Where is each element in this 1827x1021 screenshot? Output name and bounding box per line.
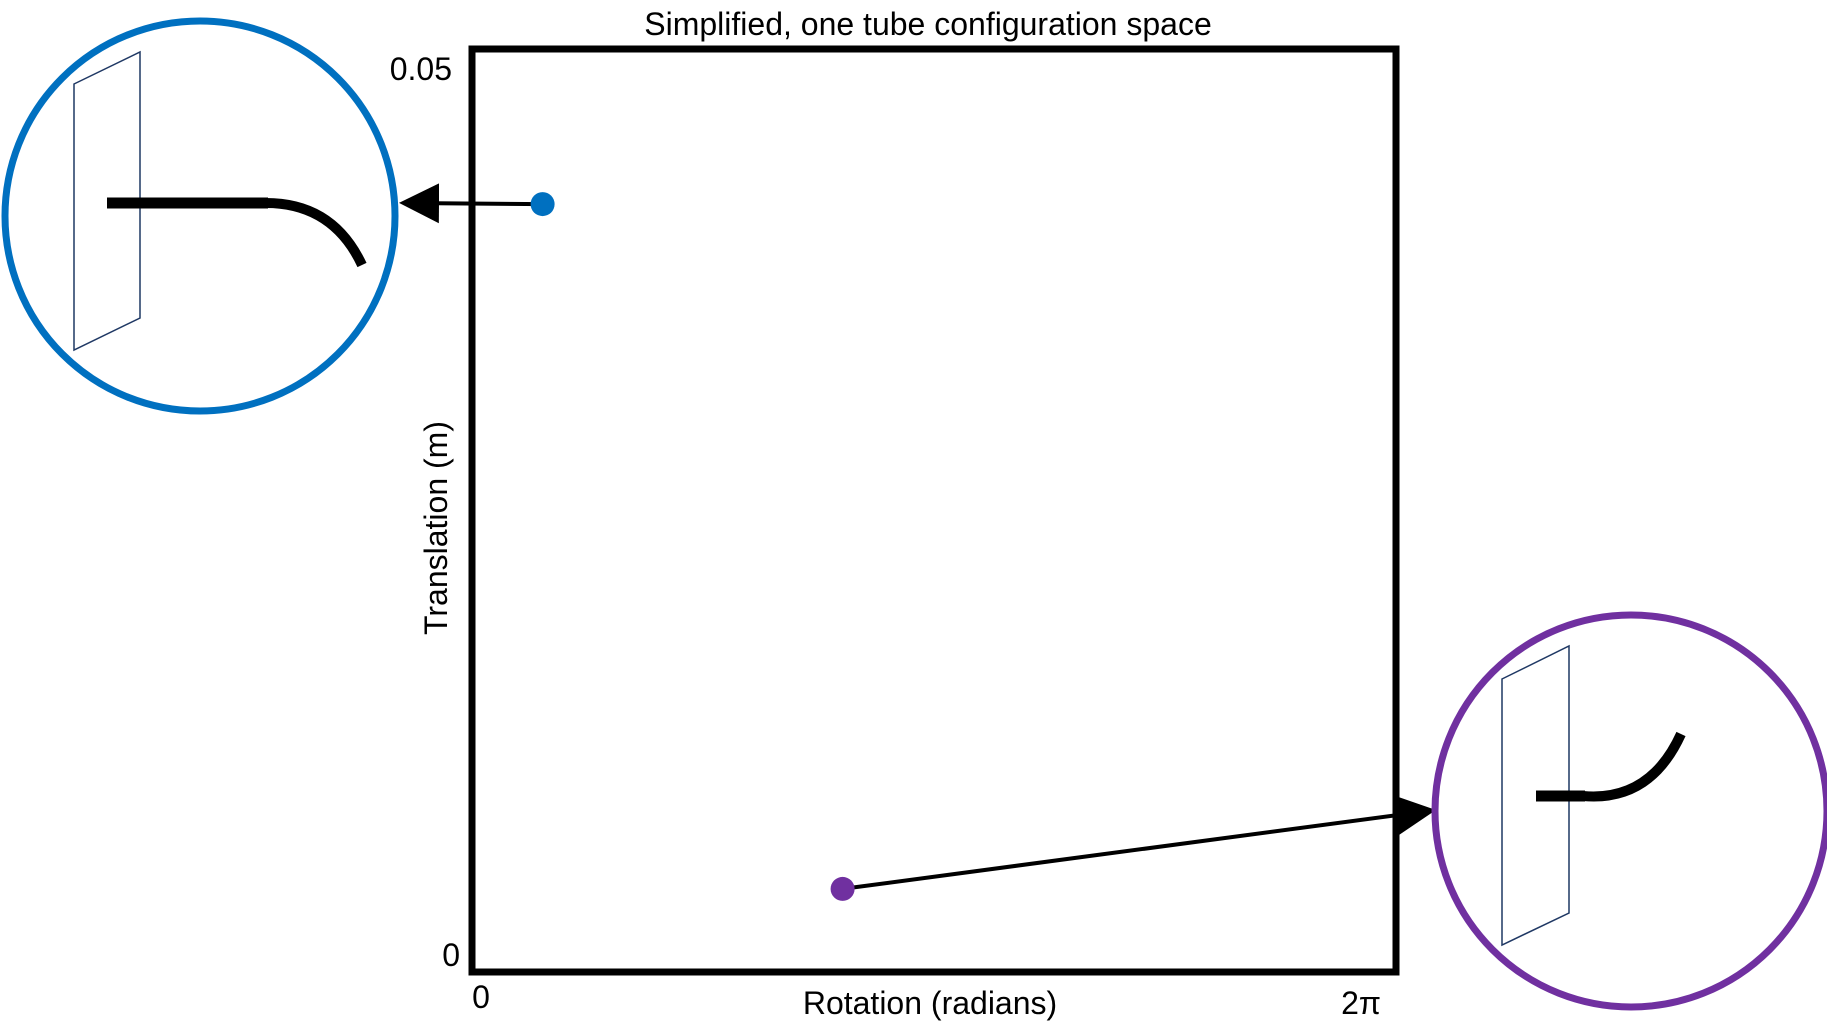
blue-tube-callout [1, 17, 399, 415]
purple-insertion-plane [1501, 644, 1570, 947]
plot-frame [468, 45, 1400, 976]
blue-connector-arrow [399, 183, 543, 224]
blue-insertion-plane [73, 50, 141, 352]
purple-tube-curved-section [1582, 731, 1686, 802]
purple-tube-callout [1431, 611, 1827, 1011]
x-axis-label: Rotation (radians) [803, 985, 1057, 1021]
x-max-tick-label: 2π [1341, 985, 1381, 1021]
x-min-tick-label: 0 [472, 979, 490, 1015]
purple-callout-circle [1431, 611, 1827, 1011]
blue-configuration-point [530, 192, 555, 217]
diagram-title: Simplified, one tube configuration space [644, 6, 1211, 42]
y-axis-label: Translation (m) [418, 421, 454, 635]
blue-callout-circle [1, 17, 399, 415]
y-max-tick-label: 0.05 [390, 51, 452, 87]
y-min-tick-label: 0 [442, 937, 460, 973]
blue-tube-curved-section [265, 198, 367, 268]
purple-configuration-point [830, 876, 855, 901]
purple-connector-arrow [842, 795, 1436, 891]
